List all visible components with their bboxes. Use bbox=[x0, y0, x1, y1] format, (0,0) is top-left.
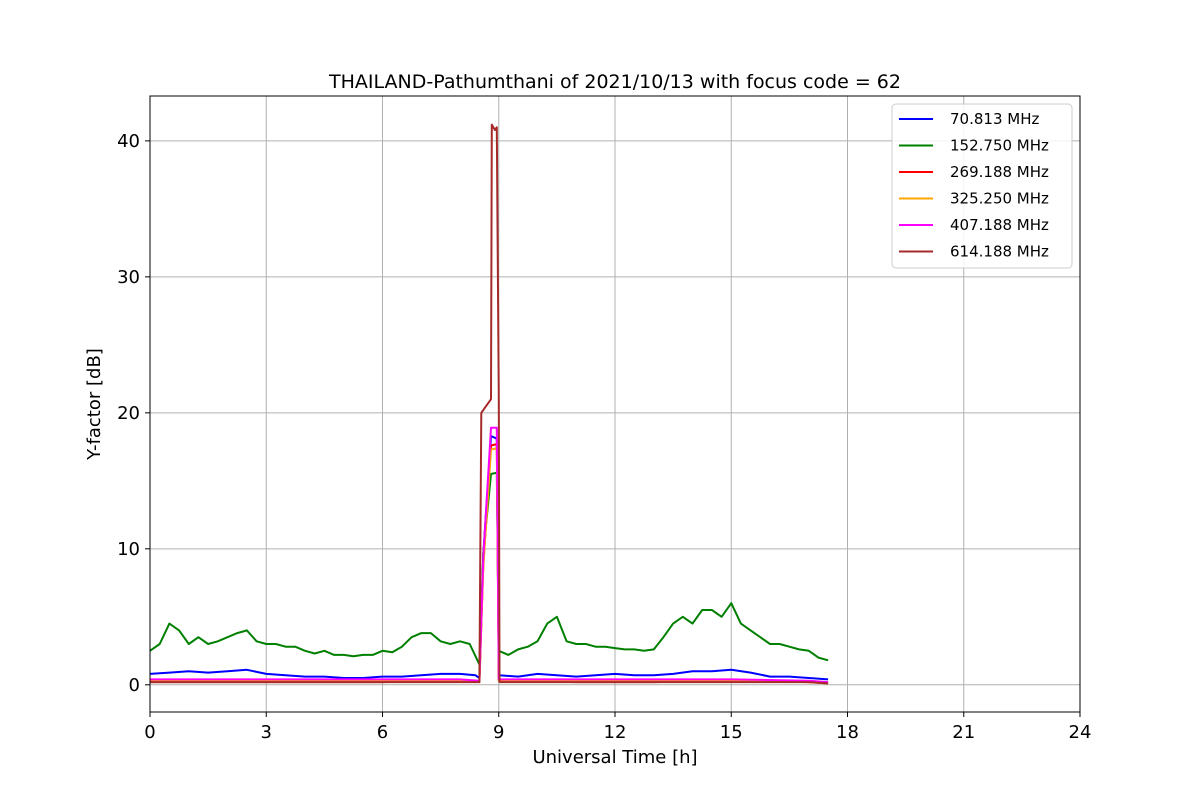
x-tick-label: 0 bbox=[144, 722, 155, 743]
legend: 70.813 MHz 152.750 MHz 269.188 MHz 325.250 … bbox=[891, 103, 1073, 269]
legend-label: 407.188 MHz bbox=[950, 216, 1049, 234]
chart-title: THAILAND-Pathumthani of 2021/10/13 with … bbox=[328, 71, 901, 93]
legend-label: 70.813 MHz bbox=[950, 110, 1039, 128]
series-line-3 bbox=[150, 447, 829, 685]
legend-label: 269.188 MHz bbox=[950, 163, 1049, 181]
legend-box bbox=[891, 103, 1073, 269]
x-tick-label: 9 bbox=[493, 722, 504, 743]
series-line-1 bbox=[149, 471, 829, 666]
x-tick-label: 12 bbox=[604, 722, 627, 743]
y-axis-label: Y-factor [dB] bbox=[84, 348, 105, 461]
legend-label: 325.250 MHz bbox=[950, 190, 1049, 208]
x-tick-label: 6 bbox=[377, 722, 388, 743]
x-tick-label: 18 bbox=[836, 722, 859, 743]
x-tick-label: 21 bbox=[952, 722, 975, 743]
x-tick-label: 3 bbox=[261, 722, 272, 743]
y-tick-label: 20 bbox=[117, 403, 140, 424]
x-tick-label: 15 bbox=[720, 722, 743, 743]
series-line-4 bbox=[150, 426, 829, 684]
series-line-5 bbox=[150, 123, 829, 685]
x-axis-label: Universal Time [h] bbox=[532, 747, 697, 768]
y-tick-label: 40 bbox=[117, 131, 140, 152]
x-tick-label: 24 bbox=[1069, 722, 1092, 743]
x-axis: 0 3 6 9 12 15 18 21 24 bbox=[144, 712, 1091, 743]
y-tick-label: 10 bbox=[117, 539, 140, 560]
y-tick-label: 30 bbox=[117, 267, 140, 288]
y-axis: 0 10 20 30 40 bbox=[117, 131, 150, 696]
y-tick-label: 0 bbox=[129, 675, 140, 696]
series-layer bbox=[149, 123, 829, 685]
legend-label: 152.750 MHz bbox=[950, 137, 1049, 155]
legend-label: 614.188 MHz bbox=[950, 243, 1049, 261]
